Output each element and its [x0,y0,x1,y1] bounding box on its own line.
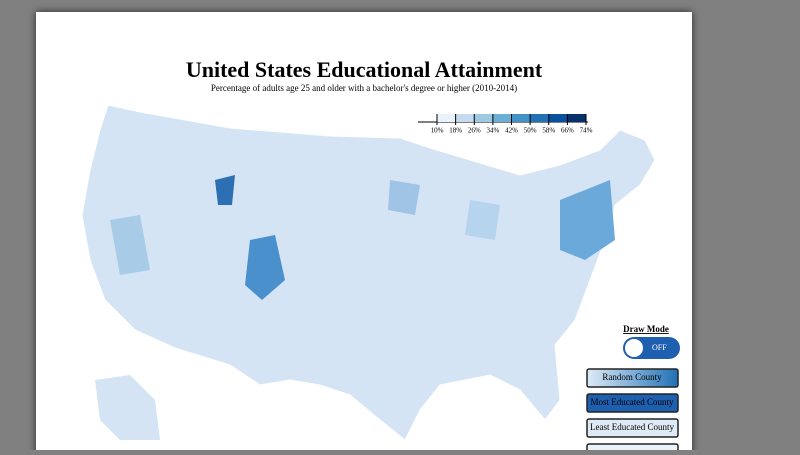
alaska [95,375,160,440]
legend-swatch [530,114,549,122]
draw-mode-label: Draw Mode [623,324,669,334]
button-label[interactable]: Least Educated County [590,422,674,432]
legend-tick-label: 34% [486,127,499,135]
button-label[interactable]: Random County [602,372,662,382]
legend-tick-label: 18% [449,127,462,135]
button[interactable] [586,418,679,438]
title: United States Educational Attainment [186,57,543,82]
region [110,215,150,275]
legend-tick-label: 50% [524,127,537,135]
legend-tick-label: 74% [580,127,593,135]
button[interactable] [586,393,679,413]
button-label[interactable]: Most Educated County [591,397,674,407]
legend-tick-label: 42% [505,127,518,135]
button[interactable] [586,368,679,388]
region [388,180,420,215]
button-partial[interactable] [586,443,679,455]
legend-tick-label: 66% [561,127,574,135]
buttons: Random County Most Educated County Least E… [586,368,679,438]
subtitle: Percentage of adults age 25 and older wi… [211,83,517,93]
region [465,200,500,240]
legend-tick-label: 10% [431,127,444,135]
region [215,175,235,205]
legend-swatch [511,114,531,122]
legend-swatch [437,114,456,122]
legend-tick-label: 26% [468,127,481,135]
legend-swatch [548,114,568,122]
legend-swatch [492,114,512,122]
legend: 10% 18% 26% 34% 42% 50% 58% 66% 74% [418,114,593,135]
legend-tick-label: 58% [542,127,555,135]
region [560,180,615,260]
toggle-state: OFF [652,343,667,352]
legend-swatch [567,114,586,122]
toggle[interactable]: OFF [623,337,680,359]
map [81,104,656,441]
region [245,235,285,300]
toggle-knob[interactable] [625,339,643,357]
legend-swatch [455,114,475,122]
legend-swatch [474,114,493,122]
